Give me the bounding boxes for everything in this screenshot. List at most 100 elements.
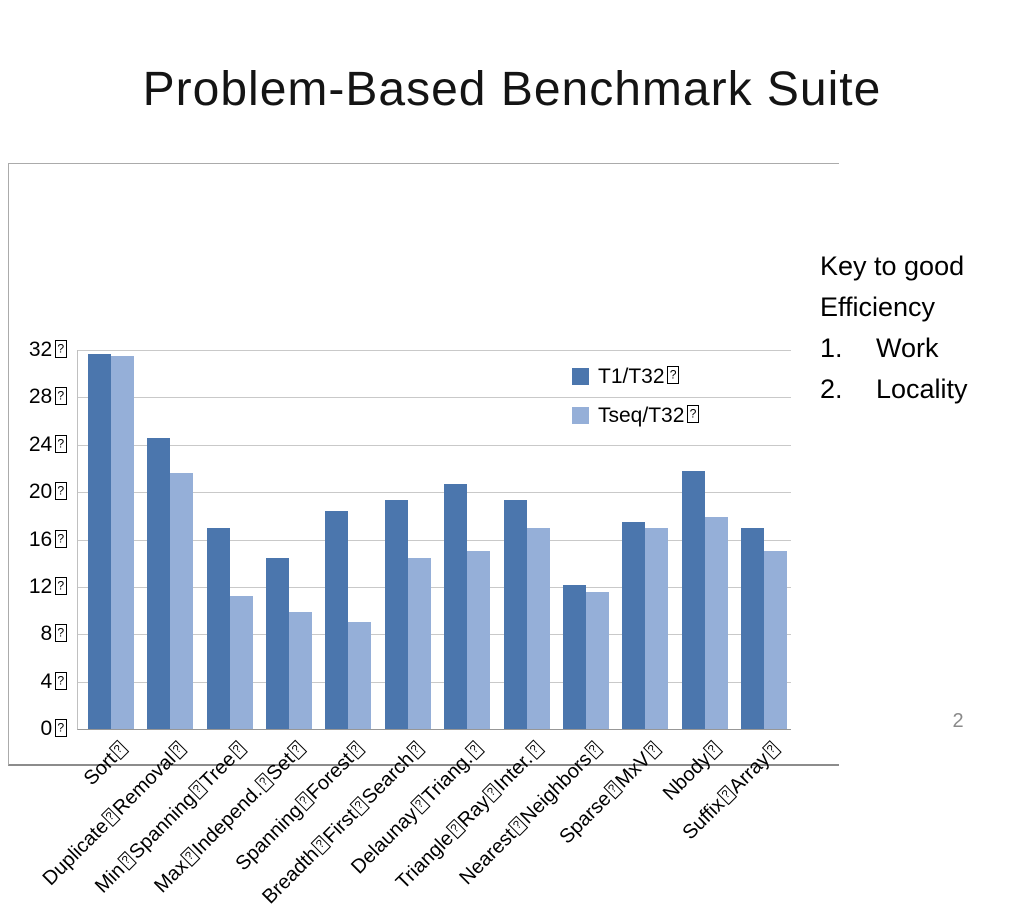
bar-tseqt32-3 bbox=[230, 596, 253, 729]
list-item: 1. Work bbox=[820, 328, 1024, 369]
y-axis-tick-label: 0 bbox=[9, 716, 69, 742]
missing-glyph-box bbox=[702, 739, 723, 760]
chart-frame: 322824201612840 SortDuplicateRemovalMinS… bbox=[8, 163, 839, 908]
gridline bbox=[78, 540, 791, 541]
bar-t1t32-9 bbox=[563, 585, 586, 729]
legend-swatch bbox=[572, 407, 589, 424]
missing-glyph-box bbox=[54, 339, 67, 358]
missing-glyph-box bbox=[445, 818, 466, 839]
missing-glyph-box bbox=[602, 779, 624, 800]
side-note-line: Efficiency bbox=[820, 292, 936, 322]
gridline bbox=[78, 350, 791, 351]
legend-label: Tseq/T32 bbox=[598, 404, 701, 428]
bar-tseqt32-4 bbox=[289, 612, 312, 729]
missing-glyph-box bbox=[686, 405, 700, 424]
gridline bbox=[78, 397, 791, 398]
side-note-line: Key to good bbox=[820, 251, 965, 281]
missing-glyph-box bbox=[227, 739, 248, 760]
bar-tseqt32-12 bbox=[764, 551, 787, 729]
missing-glyph-box bbox=[481, 782, 502, 803]
bar-tseqt32-1 bbox=[111, 356, 134, 729]
missing-glyph-box bbox=[405, 739, 426, 760]
bar-t1t32-4 bbox=[266, 558, 289, 729]
missing-glyph-box bbox=[54, 576, 67, 595]
x-axis-tick-label: SparseMxV bbox=[555, 737, 667, 849]
x-axis-tick-label: Sort bbox=[80, 737, 134, 791]
page-number: 2 bbox=[952, 710, 964, 732]
y-axis-labels: 32 28 24 20 16 12 8 4 0 bbox=[9, 338, 69, 740]
bar-t1t32-3 bbox=[207, 528, 230, 729]
missing-glyph-box bbox=[54, 386, 67, 405]
bar-t1t32-2 bbox=[147, 438, 170, 729]
missing-glyph-box bbox=[716, 784, 737, 805]
missing-glyph-box bbox=[116, 850, 137, 871]
bar-t1t32-5 bbox=[325, 511, 348, 729]
y-axis-tick-label: 12 bbox=[9, 574, 69, 600]
missing-glyph-box bbox=[667, 366, 680, 385]
bar-tseqt32-2 bbox=[170, 473, 193, 729]
y-axis-tick-label: 4 bbox=[9, 669, 69, 695]
list-item-number: 2. bbox=[820, 374, 843, 404]
gridline bbox=[78, 445, 791, 446]
bar-t1t32-8 bbox=[504, 500, 527, 729]
bar-tseqt32-8 bbox=[527, 528, 550, 729]
bar-tseqt32-7 bbox=[467, 551, 490, 729]
missing-glyph-box bbox=[349, 795, 370, 816]
missing-glyph-box bbox=[54, 623, 67, 642]
bar-t1t32-6 bbox=[385, 500, 408, 729]
missing-glyph-box bbox=[464, 739, 485, 760]
legend-swatch bbox=[572, 368, 589, 385]
y-axis-tick-label: 16 bbox=[9, 527, 69, 553]
y-axis-tick-label: 24 bbox=[9, 432, 69, 458]
missing-glyph-box bbox=[54, 718, 67, 737]
y-axis-tick-label: 28 bbox=[9, 384, 69, 410]
bar-tseqt32-11 bbox=[705, 517, 728, 729]
gridline bbox=[78, 587, 791, 588]
missing-glyph-box bbox=[507, 815, 528, 836]
missing-glyph-box bbox=[108, 739, 129, 760]
bar-t1t32-10 bbox=[622, 522, 645, 729]
legend-item: Tseq/T32 bbox=[572, 402, 701, 429]
bar-tseqt32-5 bbox=[348, 622, 371, 729]
legend-item: T1/T32 bbox=[572, 363, 701, 390]
y-axis-tick-label: 32 bbox=[9, 337, 69, 363]
side-note: Key to good Efficiency 1. Work 2. Locali… bbox=[820, 246, 1024, 410]
y-axis-tick-label: 8 bbox=[9, 621, 69, 647]
missing-glyph-box bbox=[187, 779, 208, 800]
gridline bbox=[78, 682, 791, 683]
missing-glyph-box bbox=[294, 790, 315, 812]
missing-glyph-box bbox=[310, 834, 331, 855]
missing-glyph-box bbox=[253, 772, 275, 793]
slide-title: Problem-Based Benchmark Suite bbox=[142, 63, 882, 116]
plot-area bbox=[77, 350, 791, 730]
missing-glyph-box bbox=[54, 671, 67, 690]
y-axis-tick-label: 20 bbox=[9, 479, 69, 505]
bar-tseqt32-9 bbox=[586, 592, 609, 729]
bar-t1t32-1 bbox=[88, 354, 111, 729]
missing-glyph-box bbox=[54, 434, 67, 453]
bar-t1t32-7 bbox=[444, 484, 467, 729]
list-item-label: Work bbox=[876, 333, 939, 363]
bar-t1t32-11 bbox=[682, 471, 705, 729]
missing-glyph-box bbox=[179, 846, 200, 867]
missing-glyph-box bbox=[286, 739, 307, 760]
gridline bbox=[78, 634, 791, 635]
list-item-label: Locality bbox=[876, 374, 968, 404]
missing-glyph-box bbox=[100, 806, 121, 827]
missing-glyph-box bbox=[167, 739, 188, 760]
missing-glyph-box bbox=[761, 739, 782, 760]
missing-glyph-box bbox=[642, 739, 663, 760]
bar-tseqt32-10 bbox=[645, 528, 668, 729]
missing-glyph-box bbox=[583, 739, 604, 760]
bar-tseqt32-6 bbox=[408, 558, 431, 729]
missing-glyph-box bbox=[524, 739, 545, 760]
list-item: 2. Locality bbox=[820, 369, 1024, 410]
bar-t1t32-12 bbox=[741, 528, 764, 729]
missing-glyph-box bbox=[345, 739, 366, 760]
missing-glyph-box bbox=[54, 529, 67, 548]
missing-glyph-box bbox=[409, 794, 430, 815]
gridline bbox=[78, 492, 791, 493]
legend-label: T1/T32 bbox=[598, 365, 681, 389]
legend: T1/T32 Tseq/T32 bbox=[572, 363, 701, 441]
list-item-number: 1. bbox=[820, 333, 843, 363]
